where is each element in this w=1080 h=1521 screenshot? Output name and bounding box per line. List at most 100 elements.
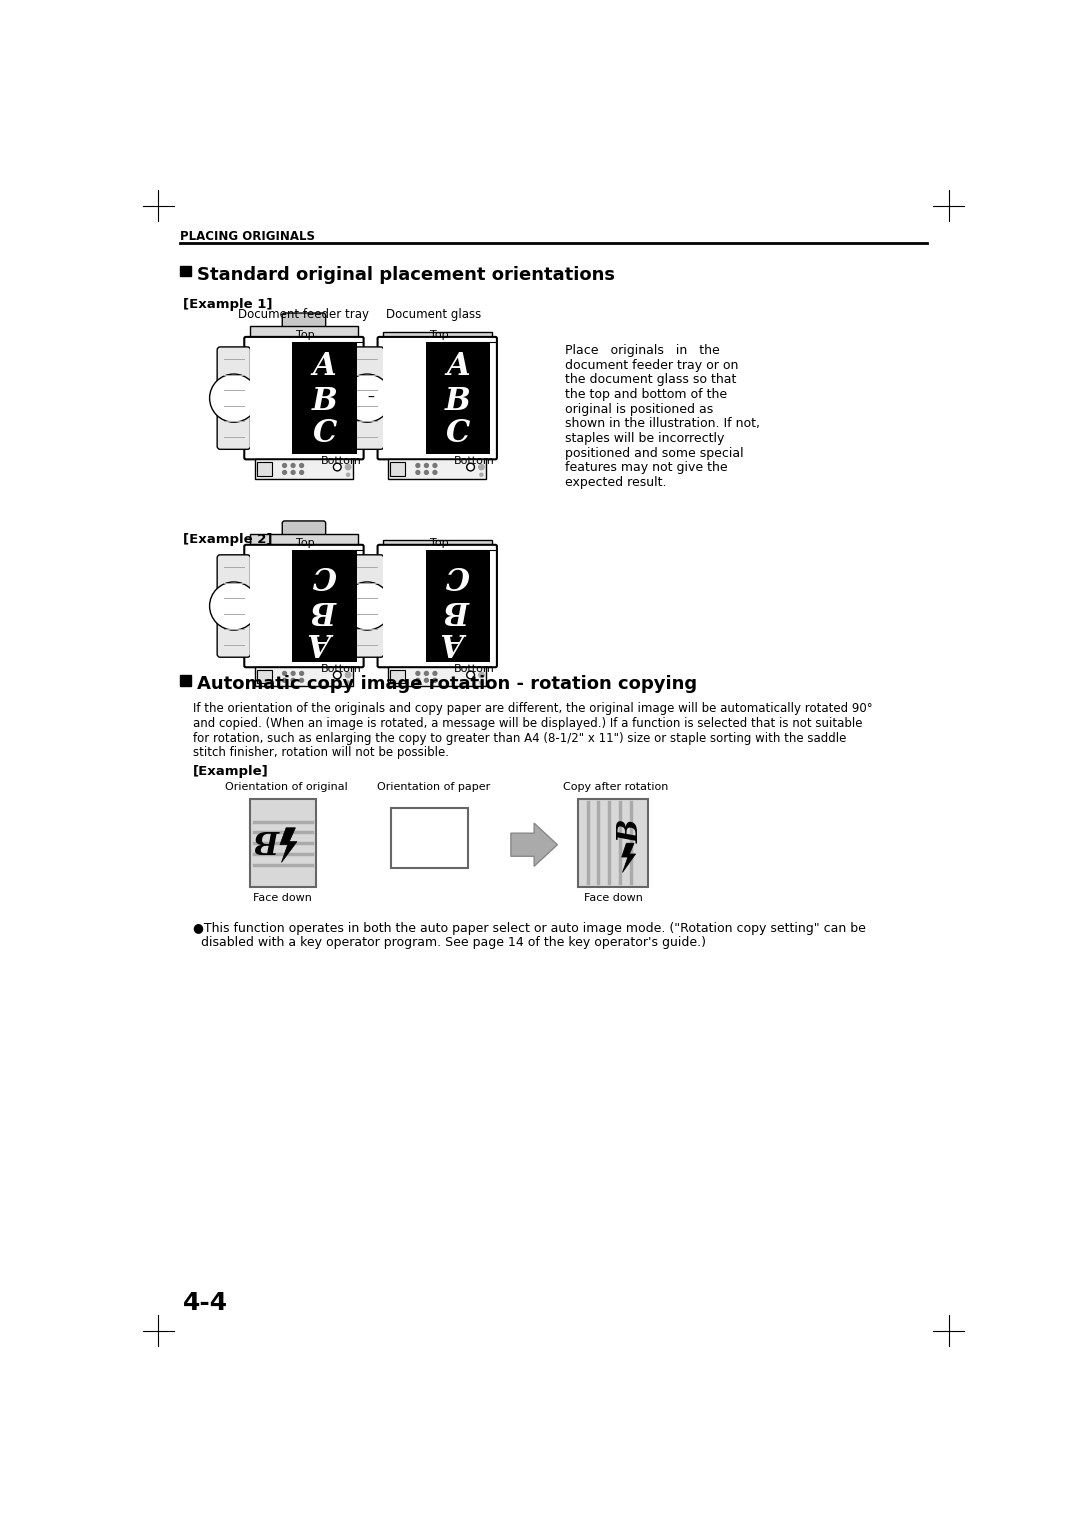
Text: shown in the illustration. If not,: shown in the illustration. If not, xyxy=(565,417,760,430)
Text: Document feeder tray: Document feeder tray xyxy=(239,309,369,321)
FancyBboxPatch shape xyxy=(282,520,326,537)
Circle shape xyxy=(283,470,286,475)
Circle shape xyxy=(467,671,474,678)
Text: Automatic copy image rotation - rotation copying: Automatic copy image rotation - rotation… xyxy=(197,675,697,694)
Text: B: B xyxy=(255,823,281,855)
Text: original is positioned as: original is positioned as xyxy=(565,403,714,415)
Text: C: C xyxy=(446,560,470,590)
Bar xyxy=(426,342,490,453)
Bar xyxy=(389,668,486,686)
Text: 4-4: 4-4 xyxy=(183,1291,228,1316)
Circle shape xyxy=(292,470,295,475)
Bar xyxy=(293,342,356,453)
Bar xyxy=(249,552,293,660)
Text: B: B xyxy=(312,593,337,625)
Text: [Example 1]: [Example 1] xyxy=(183,298,272,310)
Text: A: A xyxy=(446,627,470,657)
Circle shape xyxy=(424,464,429,467)
FancyBboxPatch shape xyxy=(282,313,326,329)
Circle shape xyxy=(299,470,303,475)
Polygon shape xyxy=(280,827,297,862)
Bar xyxy=(249,325,359,339)
Circle shape xyxy=(478,672,484,678)
Text: B: B xyxy=(618,820,645,843)
Circle shape xyxy=(416,671,420,675)
Text: C: C xyxy=(446,418,470,449)
Circle shape xyxy=(416,678,420,683)
Text: PLACING ORIGINALS: PLACING ORIGINALS xyxy=(180,230,315,243)
FancyBboxPatch shape xyxy=(244,338,364,459)
Circle shape xyxy=(292,671,295,675)
Text: for rotation, such as enlarging the copy to greater than A4 (8-1/2" x 11") size : for rotation, such as enlarging the copy… xyxy=(193,732,847,745)
Circle shape xyxy=(299,671,303,675)
Bar xyxy=(257,462,272,476)
Circle shape xyxy=(467,464,474,472)
Text: Top: Top xyxy=(296,330,315,341)
Circle shape xyxy=(480,681,483,684)
Text: B: B xyxy=(445,593,471,625)
Circle shape xyxy=(433,678,437,683)
Text: and copied. (When an image is rotated, a message will be displayed.) If a functi: and copied. (When an image is rotated, a… xyxy=(193,716,863,730)
Text: positioned and some special: positioned and some special xyxy=(565,447,744,459)
Bar xyxy=(383,332,491,339)
Circle shape xyxy=(424,671,429,675)
Bar xyxy=(391,808,469,868)
Bar xyxy=(390,462,405,476)
Circle shape xyxy=(478,464,484,470)
Circle shape xyxy=(433,464,437,467)
Text: Top: Top xyxy=(296,538,315,548)
Circle shape xyxy=(210,374,258,423)
Bar xyxy=(180,675,191,686)
Circle shape xyxy=(334,671,341,678)
Text: Bottom: Bottom xyxy=(454,456,495,467)
FancyBboxPatch shape xyxy=(378,545,497,668)
Circle shape xyxy=(210,583,258,630)
Bar xyxy=(257,671,272,683)
Bar xyxy=(383,345,426,452)
Circle shape xyxy=(480,473,483,476)
Circle shape xyxy=(424,470,429,475)
Circle shape xyxy=(346,672,351,678)
Text: the document glass so that: the document glass so that xyxy=(565,374,737,386)
Bar xyxy=(389,459,486,479)
FancyBboxPatch shape xyxy=(350,555,383,657)
FancyBboxPatch shape xyxy=(378,338,497,459)
Text: Top: Top xyxy=(430,330,448,341)
Text: Orientation of original: Orientation of original xyxy=(225,782,348,791)
Text: Orientation of paper: Orientation of paper xyxy=(377,782,490,791)
Text: stitch finisher, rotation will not be possible.: stitch finisher, rotation will not be po… xyxy=(193,747,449,759)
Text: Face down: Face down xyxy=(253,893,312,903)
Text: disabled with a key operator program. See page 14 of the key operator's guide.): disabled with a key operator program. Se… xyxy=(193,935,706,949)
Bar xyxy=(390,671,405,683)
Bar xyxy=(578,799,648,887)
Text: Bottom: Bottom xyxy=(454,665,495,674)
Polygon shape xyxy=(622,843,636,873)
Bar xyxy=(249,534,359,546)
Text: [Example 2]: [Example 2] xyxy=(183,532,272,546)
Circle shape xyxy=(299,678,303,683)
Bar xyxy=(180,266,191,277)
Text: Place   originals   in   the: Place originals in the xyxy=(565,344,720,357)
Circle shape xyxy=(283,671,286,675)
Text: C: C xyxy=(312,418,337,449)
FancyBboxPatch shape xyxy=(244,545,364,668)
Bar xyxy=(249,799,315,887)
Text: Copy after rotation: Copy after rotation xyxy=(563,782,669,791)
Circle shape xyxy=(346,464,351,470)
Bar xyxy=(383,540,491,546)
Bar xyxy=(426,551,490,662)
Text: Face down: Face down xyxy=(583,893,643,903)
Text: Bottom: Bottom xyxy=(321,456,362,467)
Circle shape xyxy=(424,678,429,683)
Text: B: B xyxy=(312,386,337,417)
Text: ●This function operates in both the auto paper select or auto image mode. ("Rota: ●This function operates in both the auto… xyxy=(193,922,866,935)
Circle shape xyxy=(283,464,286,467)
FancyBboxPatch shape xyxy=(350,347,383,449)
Circle shape xyxy=(433,470,437,475)
Circle shape xyxy=(416,464,420,467)
Text: Top: Top xyxy=(430,538,448,548)
Text: –: – xyxy=(367,391,375,405)
Text: document feeder tray or on: document feeder tray or on xyxy=(565,359,739,371)
Circle shape xyxy=(416,470,420,475)
Text: A: A xyxy=(313,351,336,382)
